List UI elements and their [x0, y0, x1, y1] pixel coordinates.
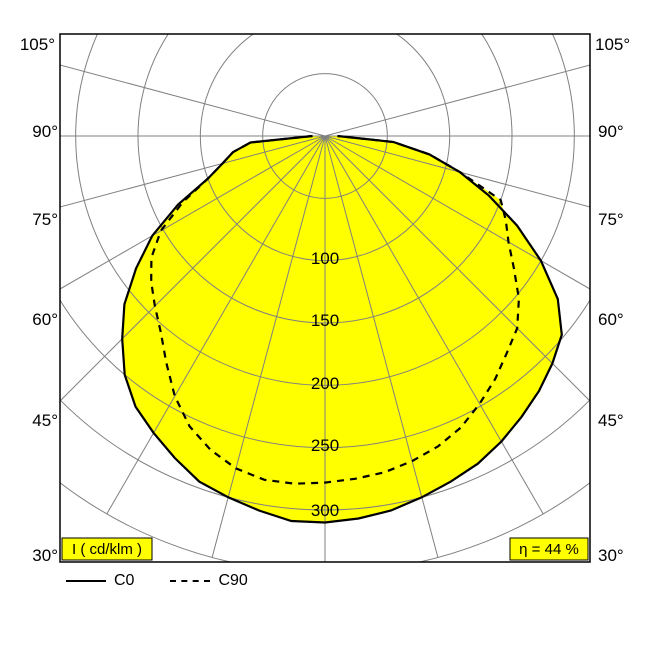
angle-tick-label: 90°: [598, 122, 624, 142]
angle-tick-label: 45°: [32, 411, 58, 431]
radial-tick-label: 100: [311, 249, 339, 269]
radial-tick-label: 300: [311, 501, 339, 521]
angle-tick-label: 60°: [598, 310, 624, 330]
angle-tick-label: 30°: [32, 546, 58, 566]
legend-c90-label: C90: [218, 572, 247, 590]
angle-tick-label: 90°: [32, 122, 58, 142]
radial-tick-label: 150: [311, 311, 339, 331]
legend: C0 C90: [66, 572, 248, 590]
angle-tick-label: 75°: [32, 210, 58, 230]
angle-tick-label: 60°: [32, 310, 58, 330]
legend-line-solid: [66, 580, 106, 582]
radial-tick-label: 250: [311, 436, 339, 456]
legend-c0-label: C0: [114, 572, 134, 590]
angle-tick-label: 30°: [598, 546, 624, 566]
svg-text:I ( cd/klm ): I ( cd/klm ): [72, 541, 142, 558]
radial-tick-label: 200: [311, 374, 339, 394]
angle-tick-label: 45°: [598, 411, 624, 431]
angle-tick-label: 75°: [598, 210, 624, 230]
legend-line-dashed: [170, 580, 210, 582]
angle-tick-label: 105°: [20, 35, 55, 55]
chart-container: I ( cd/klm ) η = 44 % 105° 90° 75° 60° 45° 30°…: [0, 0, 650, 650]
svg-text:η = 44 %: η = 44 %: [519, 541, 579, 558]
angle-tick-label: 105°: [595, 35, 630, 55]
